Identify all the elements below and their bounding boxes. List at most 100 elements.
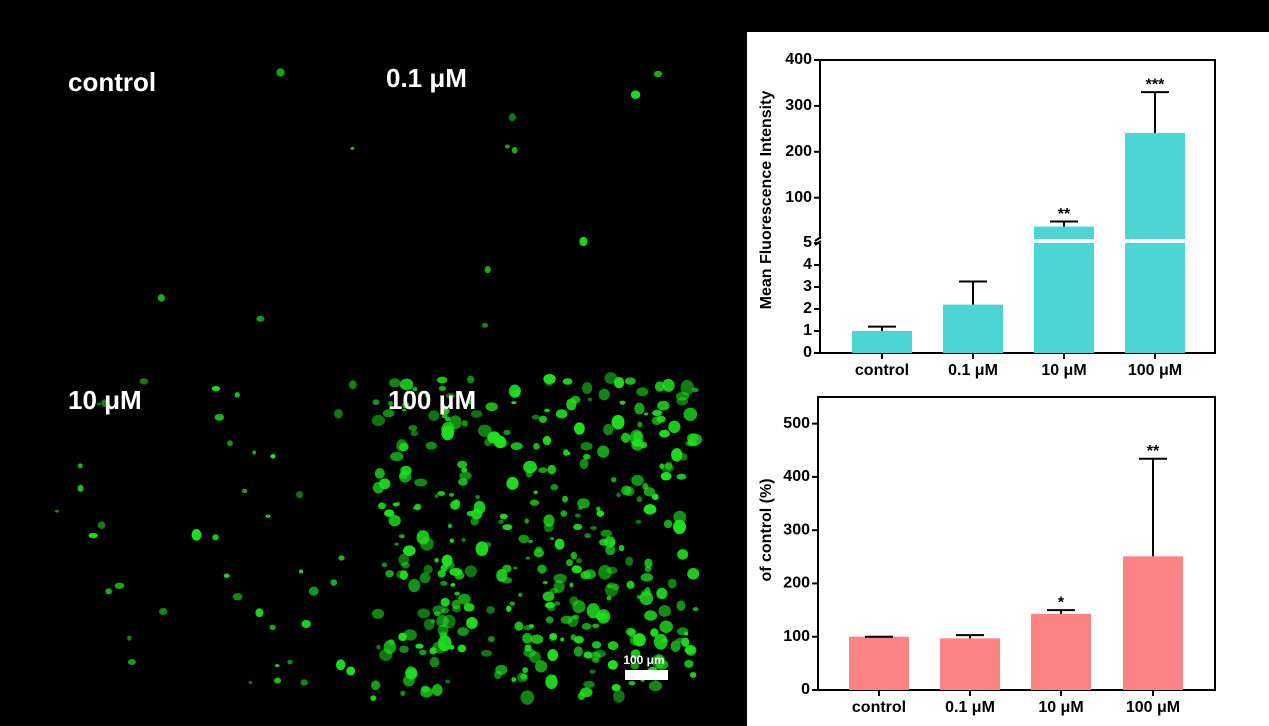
- cell: [658, 429, 670, 438]
- cell: [547, 648, 559, 662]
- cell: [441, 421, 455, 437]
- cell: [452, 605, 462, 613]
- cell: [596, 510, 605, 517]
- cell: [401, 408, 407, 412]
- cell: [508, 113, 516, 122]
- cell: [567, 615, 579, 628]
- cell: [538, 415, 548, 423]
- cell: [453, 499, 460, 506]
- cell: [639, 591, 654, 606]
- cell: [579, 236, 588, 247]
- cell: [529, 499, 540, 506]
- y-tick-label: 200: [783, 575, 810, 592]
- chart-panel: [747, 32, 1269, 726]
- cell: [499, 513, 508, 520]
- cell: [656, 587, 668, 600]
- cell: [607, 641, 619, 651]
- cell: [421, 685, 430, 693]
- y-tick-label: 300: [785, 97, 812, 114]
- cell: [644, 412, 649, 416]
- cell: [570, 634, 576, 641]
- cell: [573, 646, 583, 657]
- cell: [54, 509, 59, 513]
- cell: [454, 591, 460, 596]
- cell: [232, 593, 243, 601]
- cell: [450, 583, 456, 587]
- cell: [509, 601, 516, 606]
- cell: [396, 501, 401, 506]
- cell: [591, 641, 602, 649]
- cell: [581, 623, 592, 630]
- cell: [248, 681, 253, 684]
- cell: [550, 537, 555, 540]
- cell: [423, 564, 433, 574]
- cell: [675, 637, 685, 644]
- cell: [434, 557, 439, 563]
- cell: [447, 523, 453, 529]
- cell: [461, 420, 468, 427]
- cell: [445, 392, 455, 399]
- cell: [611, 683, 621, 692]
- panel-label: control: [68, 67, 156, 97]
- cell: [573, 523, 583, 531]
- cell: [457, 593, 471, 605]
- y-tick-label: 3: [803, 278, 812, 295]
- cell: [441, 607, 450, 614]
- cell: [546, 601, 556, 612]
- cell: [390, 451, 404, 462]
- cell: [525, 556, 531, 560]
- cell: [429, 656, 440, 668]
- cell: [77, 463, 83, 469]
- cell: [308, 586, 319, 596]
- cell: [613, 689, 625, 703]
- cell: [338, 555, 345, 561]
- cell: [441, 554, 453, 567]
- cell: [384, 509, 395, 517]
- scale-bar: [625, 670, 668, 680]
- cell: [580, 570, 591, 580]
- cell: [518, 534, 530, 544]
- cell: [597, 445, 610, 458]
- cell: [513, 566, 518, 570]
- cell: [503, 429, 511, 436]
- cell: [449, 492, 455, 497]
- x-tick-label: 10 μM: [1038, 699, 1083, 716]
- cell: [598, 388, 610, 401]
- cell: [371, 414, 386, 426]
- bar: [849, 636, 909, 690]
- cell: [300, 679, 308, 686]
- cell: [350, 146, 355, 150]
- cell: [670, 640, 681, 652]
- cell: [684, 659, 694, 668]
- cell: [252, 450, 257, 455]
- cell: [370, 695, 377, 701]
- cell: [543, 522, 554, 533]
- cell: [498, 519, 504, 524]
- cell: [457, 627, 469, 636]
- y-tick-label: 0: [803, 344, 812, 361]
- cell: [394, 542, 400, 546]
- cell: [388, 401, 394, 407]
- cell: [611, 414, 625, 430]
- cell: [464, 565, 477, 578]
- frame: [820, 59, 1216, 354]
- cell: [566, 398, 577, 411]
- bar: [1034, 226, 1094, 239]
- cell: [441, 407, 450, 415]
- x-tick-label: control: [852, 699, 906, 716]
- scale-bar-label: 100 μm: [623, 653, 664, 667]
- cell: [127, 659, 136, 666]
- y-tick-label: 300: [783, 521, 810, 538]
- cell: [410, 430, 419, 437]
- cell: [459, 471, 472, 480]
- cell: [508, 384, 521, 398]
- micrograph-cells: [54, 68, 702, 705]
- cell: [436, 376, 448, 384]
- cell: [659, 620, 673, 633]
- cell: [609, 539, 616, 547]
- cell: [437, 624, 449, 637]
- cell: [663, 519, 673, 529]
- significance: **: [1058, 206, 1071, 223]
- x-tick-label: 10 μM: [1041, 362, 1086, 379]
- cell: [589, 669, 596, 674]
